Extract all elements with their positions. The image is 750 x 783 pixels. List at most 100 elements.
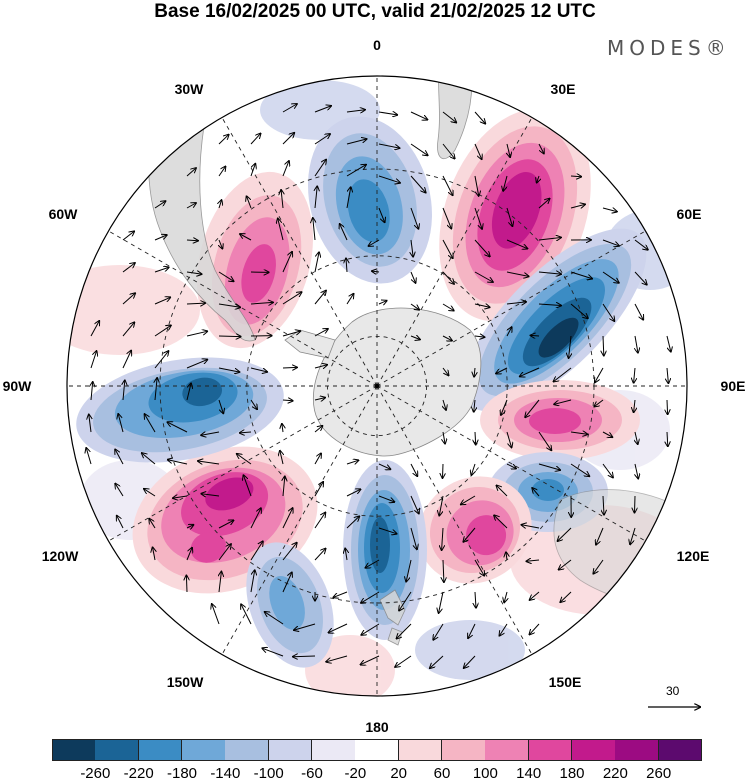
wind-arrow [430,655,444,668]
wind-arrow [345,549,347,561]
wind-arrow [442,367,449,375]
wind-arrow [410,143,428,155]
wind-arrow [570,432,587,434]
wind-arrow [346,139,367,145]
wind-arrow [570,463,589,476]
wind-arrow [634,239,648,250]
meridian-line [376,230,646,387]
wind-arrow [570,204,585,208]
polar-map [66,75,750,735]
wind-arrow [201,432,220,435]
lon-label-30w: 30W [174,81,204,97]
wind-arrow [282,543,297,561]
wind-arrow [372,271,380,272]
wind-arrow [315,187,317,209]
wind-arrow [86,448,92,465]
wind-arrow [500,623,508,636]
wind-arrow [520,367,540,376]
wind-arrow [378,495,394,502]
wind-arrow [378,112,397,115]
wind-arrow [282,573,292,593]
wind-arrow [198,461,220,464]
colorbar [52,739,703,761]
wind-arrow [282,508,293,529]
wind-arrow [212,604,220,625]
wind-arrow [593,559,604,574]
wind-arrow [282,292,302,305]
wind-arrow [346,259,347,273]
wind-arrow [504,591,507,602]
wind-arrow [282,252,292,273]
anomaly-centres [76,108,647,668]
wind-arrow [506,327,512,337]
wind-arrow [395,655,412,667]
wind-arrow [250,302,273,304]
wind-arrow [201,494,220,496]
wind-arrow [265,612,284,625]
wind-arrow [122,263,135,273]
wind-arrow [117,516,124,529]
wind-arrow [90,321,99,337]
colorbar-tick-label: -260 [80,765,111,782]
weak-positive-patch [305,635,395,696]
negative-anomaly-0 [308,116,432,284]
wind-arrow [154,351,168,369]
wind-arrow [538,431,551,450]
wind-arrow [346,294,354,305]
wind-arrow [433,623,444,640]
wind-arrow [507,143,510,157]
wind-arrow [569,335,571,358]
wind-arrow [326,655,348,662]
wind-arrow [474,271,493,282]
wind-arrow [282,104,297,113]
meridian-line [221,117,378,387]
wind-arrow [525,399,540,417]
wind-arrow [154,235,167,241]
wind-arrow [314,482,323,497]
wind-arrow [635,463,638,478]
colorbar-cell [312,739,356,761]
wind-arrow [474,367,475,377]
wind-arrow [554,399,572,404]
wind-arrow [155,378,157,401]
wind-arrow [378,175,400,183]
wind-arrow [522,525,540,528]
wind-arrow [634,367,635,383]
wind-arrow [250,367,267,372]
wind-arrow [475,591,476,608]
wind-arrow [144,489,156,497]
wind-arrow [186,525,193,528]
wind-arrow [635,335,638,353]
wind-arrow [149,519,156,529]
wind-arrow [410,175,426,193]
wind-arrow [410,527,417,549]
colorbar-tick-label: -100 [253,765,284,782]
wind-arrow [186,576,187,593]
wind-arrow [558,527,572,541]
lon-label-150w: 150W [166,674,204,690]
wind-arrow [361,623,380,635]
wind-arrow [186,548,192,561]
wind-arrow [399,591,412,611]
wind-arrow [218,135,229,145]
wind-arrow [439,591,444,613]
wind-arrow [240,432,252,433]
lon-label-120e: 120E [676,548,710,564]
wind-arrow [90,351,97,369]
wind-arrow [410,303,419,310]
negative-anomaly-70e [463,228,647,412]
wind-arrow [506,552,507,561]
wind-arrow [282,400,293,401]
wind-arrow [237,454,252,465]
wind-arrow [314,291,326,305]
wind-arrow [282,331,300,337]
wind-arrow [314,160,326,177]
wind-arrow [250,570,255,593]
colorbar-cell [528,739,573,761]
wind-arrow [602,303,614,321]
wind-arrow [530,591,540,600]
wind-arrow [250,134,261,145]
wind-arrow [410,111,427,120]
wind-arrow [442,303,454,311]
colorbar-cell [95,739,140,761]
